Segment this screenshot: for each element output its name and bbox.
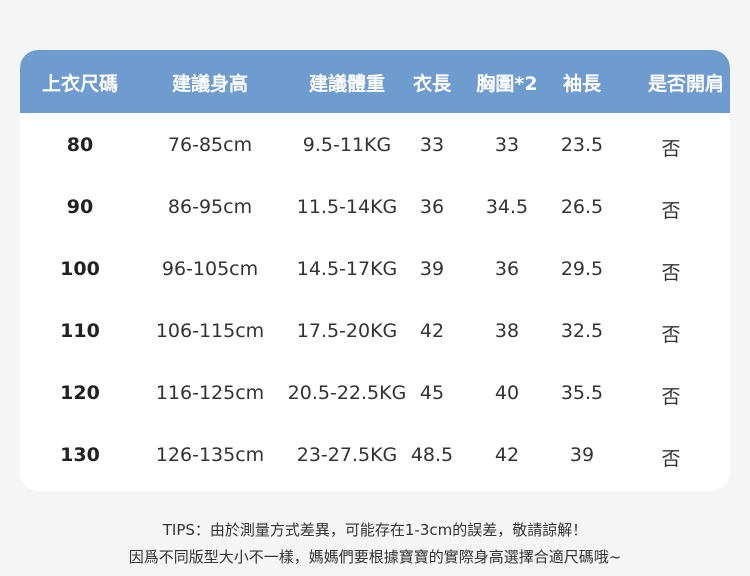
- cell-chest: 40: [494, 382, 520, 404]
- cell-chest: 42: [494, 444, 520, 466]
- cell-open-shoulder: 否: [661, 448, 681, 470]
- cell-length: 39: [419, 258, 445, 280]
- cell-height: 106-115cm: [155, 320, 265, 342]
- cell-open-shoulder: 否: [661, 200, 681, 222]
- header-chest: 胸圍*2: [476, 73, 538, 95]
- cell-sleeve: 26.5: [560, 196, 604, 218]
- cell-weight: 14.5-17KG: [296, 258, 398, 280]
- cell-sleeve: 32.5: [560, 320, 604, 342]
- cell-height: 86-95cm: [167, 196, 253, 218]
- header-weight: 建議體重: [308, 73, 386, 95]
- cell-sleeve: 29.5: [560, 258, 604, 280]
- size-table: 上衣尺碼 建議身高 建議體重 衣長 胸圍*2 袖長 是否開肩 80 76-85cm 9.5-11…: [20, 50, 730, 491]
- cell-weight: 9.5-11KG: [302, 134, 392, 156]
- header-sleeve: 袖長: [562, 73, 602, 95]
- cell-length: 45: [419, 382, 445, 404]
- header-size: 上衣尺碼: [41, 73, 119, 95]
- cell-size: 90: [66, 196, 94, 218]
- cell-weight: 11.5-14KG: [296, 196, 398, 218]
- cell-sleeve: 23.5: [560, 134, 604, 156]
- cell-weight: 20.5-22.5KG: [287, 382, 407, 404]
- cell-open-shoulder: 否: [661, 386, 681, 408]
- cell-weight: 17.5-20KG: [296, 320, 398, 342]
- cell-height: 126-135cm: [155, 444, 265, 466]
- cell-sleeve: 35.5: [560, 382, 604, 404]
- cell-weight: 23-27.5KG: [296, 444, 398, 466]
- cell-height: 116-125cm: [155, 382, 265, 404]
- cell-open-shoulder: 否: [661, 324, 681, 346]
- header-height: 建議身高: [171, 73, 249, 95]
- tips-line-1: TIPS：由於測量方式差異，可能存在1-3cm的誤差，敬請諒解！: [162, 521, 588, 539]
- cell-chest: 36: [494, 258, 520, 280]
- cell-open-shoulder: 否: [661, 138, 681, 160]
- cell-chest: 38: [494, 320, 520, 342]
- cell-size: 110: [60, 320, 100, 342]
- cell-chest: 33: [494, 134, 520, 156]
- cell-length: 42: [419, 320, 445, 342]
- cell-length: 36: [419, 196, 445, 218]
- table-header: 上衣尺碼 建議身高 建議體重 衣長 胸圍*2 袖長 是否開肩: [20, 50, 730, 113]
- header-open-shoulder: 是否開肩: [647, 73, 725, 95]
- cell-sleeve: 39: [569, 444, 595, 466]
- cell-length: 48.5: [410, 444, 454, 466]
- cell-size: 100: [60, 258, 100, 280]
- cell-height: 76-85cm: [167, 134, 253, 156]
- cell-size: 80: [66, 134, 94, 156]
- cell-height: 96-105cm: [161, 258, 259, 280]
- cell-open-shoulder: 否: [661, 262, 681, 284]
- tips-line-2: 因爲不同版型大小不一樣，媽媽們要根據寶寶的實際身高選擇合適尺碼哦~: [128, 548, 622, 566]
- cell-chest: 34.5: [485, 196, 529, 218]
- cell-size: 130: [60, 444, 100, 466]
- cell-size: 120: [60, 382, 100, 404]
- header-length: 衣長: [412, 73, 452, 95]
- cell-length: 33: [419, 134, 445, 156]
